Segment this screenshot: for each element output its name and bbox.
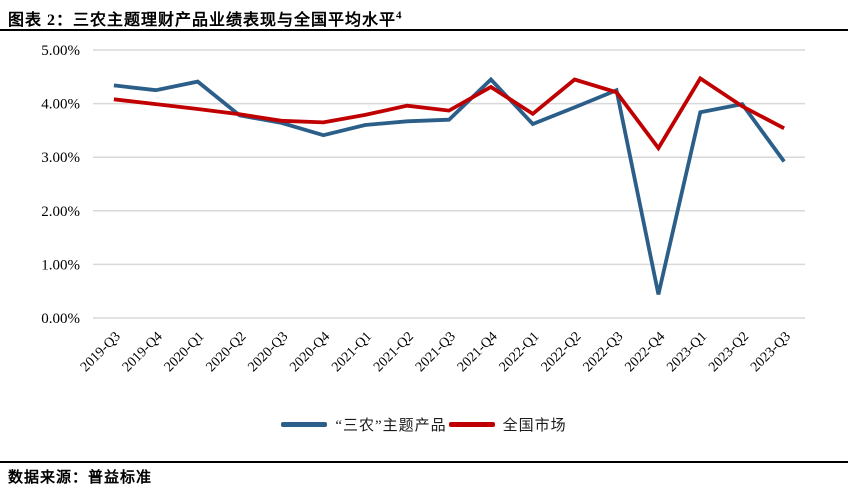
x-axis-tick-label: 2023-Q2 [706,329,752,375]
y-axis-tick-label: 5.00% [41,43,80,59]
x-axis-tick-label: 2022-Q1 [497,329,543,375]
source-divider-line [0,461,848,463]
x-axis-tick-label: 2020-Q2 [204,329,250,375]
chart-legend: “三农”主题产品 全国市场 [0,414,848,435]
footnote-reference: 4 [396,9,403,22]
sannong-line-swatch [281,422,328,427]
y-axis-tick-label: 2.00% [41,204,80,220]
y-axis-tick-label: 3.00% [41,150,80,166]
data-source-note: 数据来源：普益标准 [8,470,153,486]
performance-line-chart: 5.00% 4.00% 3.00% 2.00% 1.00% 0.00% 2019-Q3201… [41,43,805,375]
legend-label-national: 全国市场 [502,418,567,434]
x-axis-tick-label: 2020-Q3 [245,329,291,375]
y-axis-tick-label: 4.00% [41,97,80,113]
series-line-national [113,75,785,152]
title-divider-line [0,29,848,31]
x-axis-tick-label: 2022-Q3 [581,329,627,375]
x-axis-tick-label: 2021-Q2 [371,329,417,375]
x-axis-tick-label: 2020-Q4 [287,329,333,375]
series-line-sannong [113,76,786,295]
x-axis-tick-label: 2021-Q3 [413,329,459,375]
figure-title-text: 图表 2：三农主题理财产品业绩表现与全国平均水平 [8,12,397,29]
x-axis-tick-label: 2021-Q4 [455,329,501,375]
legend-item-sannong: “三农”主题产品 [281,414,446,435]
national-line-swatch [448,422,495,427]
y-axis-tick-label: 0.00% [41,311,80,327]
x-axis-tick-label: 2019-Q4 [120,329,166,375]
y-axis-tick-label: 1.00% [41,257,80,273]
figure-title: 图表 2：三农主题理财产品业绩表现与全国平均水平4 [8,6,403,30]
x-axis-tick-label: 2022-Q4 [622,329,668,375]
x-axis-tick-label: 2019-Q3 [78,329,124,375]
legend-item-national: 全国市场 [448,414,567,435]
x-axis-tick-label: 2023-Q1 [664,329,710,375]
x-axis-tick-label: 2021-Q1 [329,329,375,375]
legend-label-sannong: “三农”主题产品 [335,418,447,434]
x-axis-tick-label: 2023-Q3 [748,329,794,375]
x-axis-tick-label: 2022-Q2 [539,329,585,375]
x-axis-tick-label: 2020-Q1 [162,329,208,375]
